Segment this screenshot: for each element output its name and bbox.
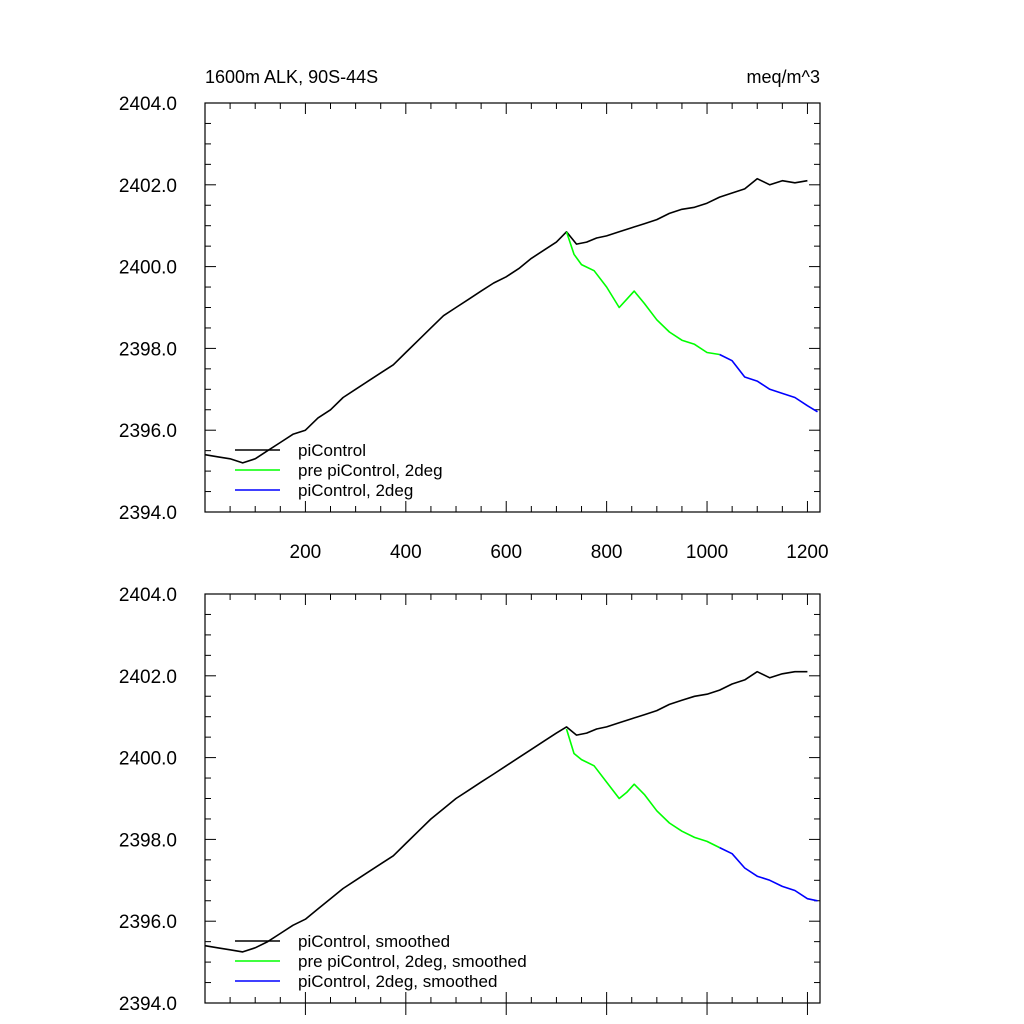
chart-title: 1600m ALK, 90S-44S — [205, 67, 378, 87]
series-line-0 — [204, 177, 808, 464]
legend-label-0: piControl — [298, 441, 366, 460]
legend-label-1: pre piControl, 2deg, smoothed — [298, 952, 527, 971]
y-tick-label: 2402.0 — [119, 176, 177, 197]
x-tick-label: 200 — [290, 542, 322, 563]
series-line-0 — [204, 670, 808, 953]
series-line-1 — [565, 231, 720, 356]
legend-label-2: piControl, 2deg, smoothed — [298, 972, 497, 991]
y-tick-label: 2404.0 — [119, 585, 177, 606]
bottom-panel: 2394.0 2396.0 2398.0 2400.0 2402.0 2404.0 piCo… — [119, 585, 821, 1015]
top-panel: 2394.0 2396.0 2398.0 2400.0 2402.0 2404.0 200 4… — [119, 67, 829, 563]
x-tick-label: 400 — [390, 542, 422, 563]
x-tick-label: 1200 — [786, 542, 828, 563]
y-tick-label: 2394.0 — [119, 503, 177, 524]
x-tick-label: 1000 — [686, 542, 728, 563]
legend-label-0: piControl, smoothed — [298, 932, 450, 951]
units-label: meq/m^3 — [747, 67, 820, 87]
y-tick-label: 2400.0 — [119, 258, 177, 279]
legend-label-2: piControl, 2deg — [298, 481, 413, 500]
y-tick-label: 2404.0 — [119, 94, 177, 115]
y-tick-label: 2396.0 — [119, 912, 177, 933]
series-line-1 — [565, 728, 720, 849]
x-tick-label: 800 — [591, 542, 623, 563]
y-tick-label: 2394.0 — [119, 994, 177, 1015]
y-tick-label: 2402.0 — [119, 667, 177, 688]
x-tick-label: 600 — [490, 542, 522, 563]
y-tick-label: 2398.0 — [119, 339, 177, 360]
series-line-2 — [719, 353, 818, 413]
y-tick-label: 2396.0 — [119, 421, 177, 442]
y-tick-label: 2400.0 — [119, 749, 177, 770]
series-line-2 — [719, 846, 818, 902]
legend-label-1: pre piControl, 2deg — [298, 461, 443, 480]
y-tick-label: 2398.0 — [119, 830, 177, 851]
